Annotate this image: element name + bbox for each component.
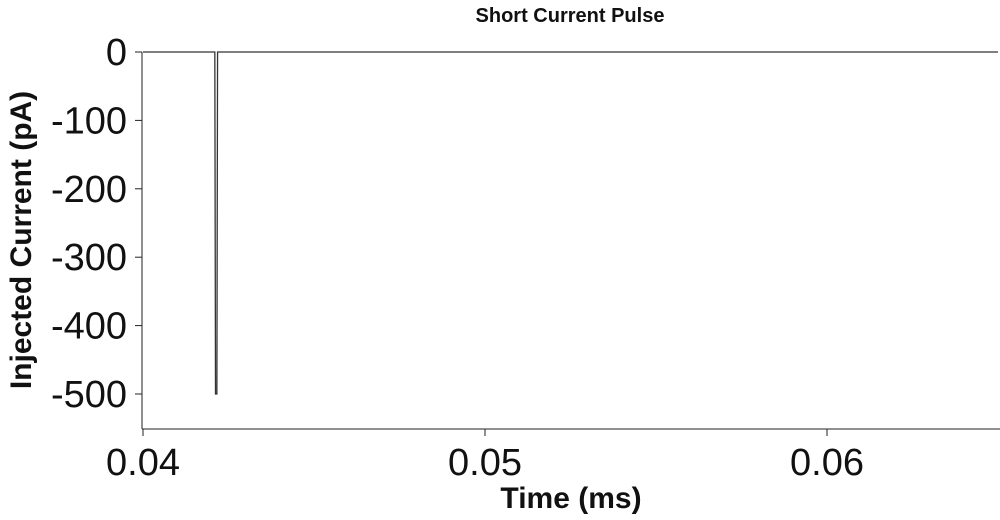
x-ticks: 0.04 0.05 0.06 [106,429,864,484]
y-tick-label: -100 [51,100,127,142]
x-tick-label: 0.05 [448,442,522,484]
x-tick-label: 0.06 [790,442,864,484]
y-tick-label: 0 [106,32,127,74]
y-tick-label: -200 [51,169,127,211]
y-tick-label: -500 [51,374,127,416]
y-axis-title: Injected Current (pA) [5,91,38,389]
x-axis-title: Time (ms) [500,482,641,515]
chart-title: Short Current Pulse [476,5,665,27]
plot-area [143,51,998,395]
x-tick-label: 0.04 [106,442,180,484]
y-ticks: 0 -100 -200 -300 -400 -500 [51,32,142,416]
y-tick-label: -300 [51,237,127,279]
y-tick-label: -400 [51,306,127,348]
series-line-0 [143,51,998,395]
